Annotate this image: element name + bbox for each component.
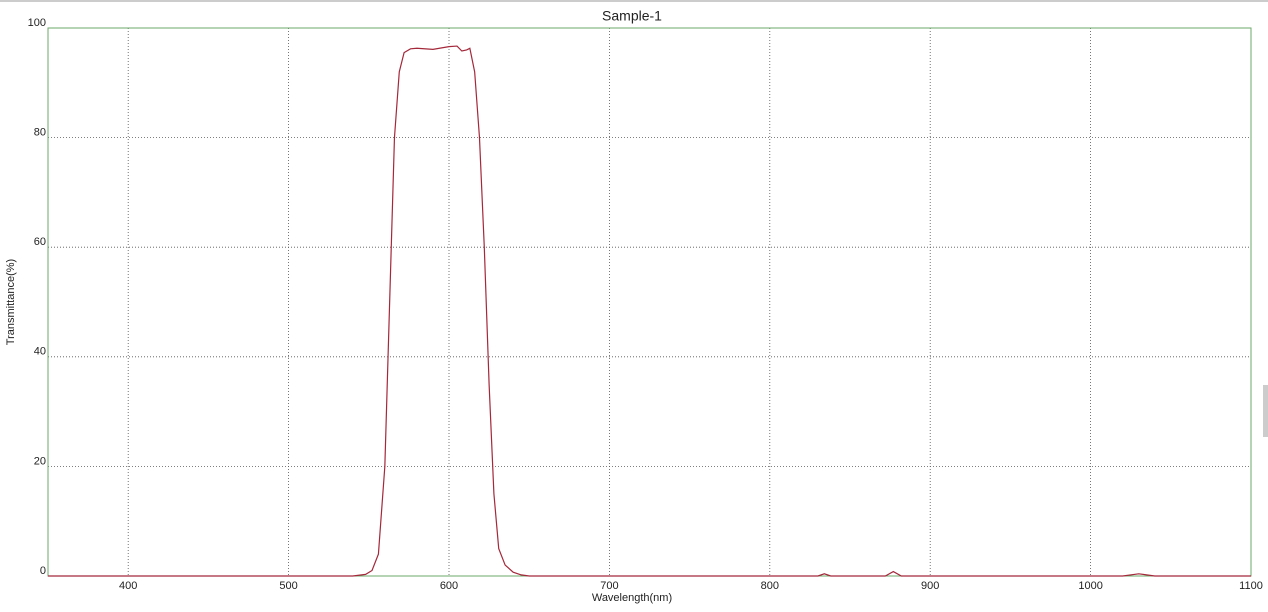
x-tick-label: 600 (440, 580, 458, 592)
y-tick-label: 60 (34, 236, 46, 248)
y-tick-label: 100 (28, 17, 46, 29)
chart-title: Sample-1 (602, 8, 662, 24)
y-tick-label: 0 (40, 565, 46, 577)
x-tick-label: 800 (761, 580, 779, 592)
plot-frame (47, 27, 1252, 577)
x-tick-label: 1000 (1078, 580, 1102, 592)
x-tick-label: 500 (279, 580, 297, 592)
x-tick-label: 400 (119, 580, 137, 592)
y-tick-label: 20 (34, 455, 46, 467)
x-tick-label: 700 (600, 580, 618, 592)
y-tick-label: 80 (34, 127, 46, 139)
x-tick-label: 900 (921, 580, 939, 592)
x-axis-label: Wavelength(nm) (592, 592, 672, 604)
spectrum-line (48, 45, 1251, 577)
y-axis-label: Transmittance(%) (5, 259, 17, 345)
x-tick-label: 1100 (1239, 580, 1263, 592)
scrollbar[interactable] (1263, 385, 1268, 437)
y-tick-label: 40 (34, 346, 46, 358)
